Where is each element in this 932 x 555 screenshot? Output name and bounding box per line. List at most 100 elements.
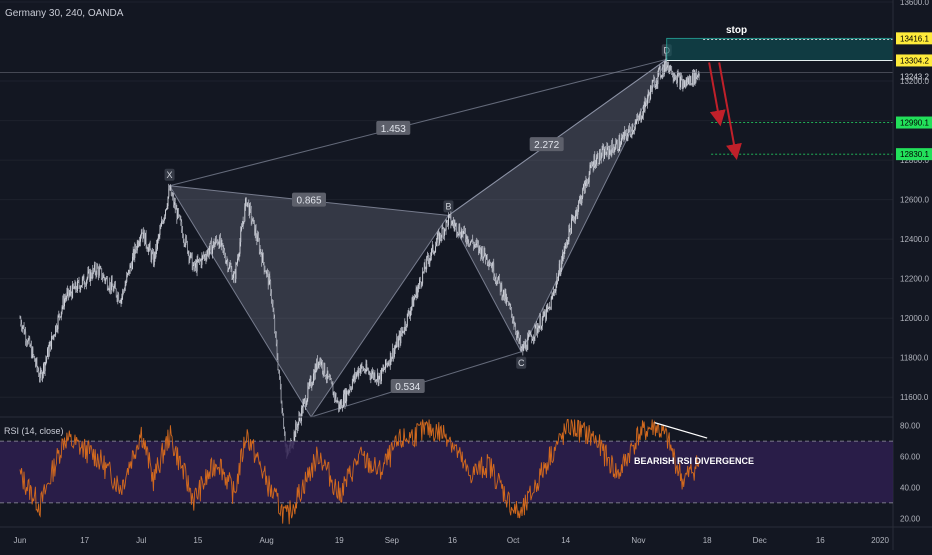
candle: [239, 238, 241, 257]
candle: [376, 368, 378, 383]
candle: [419, 277, 420, 290]
candle: [105, 277, 107, 285]
candle: [434, 251, 436, 256]
candle: [521, 343, 523, 351]
price-tick-label: 13200.0: [900, 77, 929, 86]
time-axis[interactable]: Jun 17 Jul 15 Aug 19 Sep 16 Oct 14 Nov 18 Dec 16 2020: [14, 536, 890, 545]
candle: [297, 421, 299, 431]
candle: [642, 104, 644, 120]
candle: [338, 401, 340, 412]
candle: [355, 371, 357, 383]
candle: [465, 234, 467, 247]
candle: [327, 370, 329, 380]
candle: [70, 285, 72, 297]
candle: [208, 245, 210, 260]
candle: [569, 223, 571, 233]
candle: [359, 364, 361, 377]
candle: [632, 123, 634, 135]
svg-text:12990.1: 12990.1: [900, 119, 929, 128]
candle: [358, 366, 360, 380]
candle: [42, 371, 44, 383]
candle: [638, 115, 639, 124]
time-tick-label: Nov: [631, 536, 645, 545]
candle: [676, 70, 678, 88]
candle: [383, 364, 385, 372]
candle: [233, 271, 235, 275]
candle: [366, 360, 368, 372]
candle: [522, 344, 524, 356]
candle: [172, 192, 174, 201]
candle: [73, 283, 74, 289]
price-tick-label: 11600.0: [900, 393, 929, 402]
candle: [224, 252, 226, 264]
candle: [330, 374, 331, 380]
candle: [22, 325, 23, 333]
candle: [381, 367, 382, 385]
candle: [229, 260, 231, 268]
candle: [197, 254, 199, 263]
candle: [600, 152, 602, 164]
candle: [636, 114, 638, 125]
candle: [651, 79, 653, 95]
candle: [574, 216, 576, 224]
candle: [19, 315, 21, 319]
candle: [116, 294, 118, 303]
candle: [487, 261, 489, 267]
candle: [528, 330, 530, 338]
candle: [565, 242, 567, 249]
candle: [416, 286, 418, 299]
candle: [225, 260, 227, 265]
candle: [525, 340, 527, 352]
candle: [159, 224, 161, 239]
candle: [557, 276, 559, 285]
candle: [236, 262, 238, 265]
candle: [389, 351, 391, 370]
candle: [300, 405, 302, 426]
candle: [508, 301, 510, 306]
candle: [500, 283, 502, 292]
candle: [213, 238, 215, 250]
candle: [122, 288, 124, 300]
candle: [94, 261, 96, 276]
candle: [401, 326, 403, 337]
candle: [190, 252, 192, 259]
candle: [80, 285, 82, 293]
rsi-line: [19, 419, 700, 525]
candle: [462, 230, 464, 239]
candle: [588, 171, 590, 188]
candle: [46, 356, 48, 364]
candle: [241, 223, 243, 232]
candle: [452, 219, 454, 227]
candle: [493, 258, 495, 281]
candle: [516, 330, 518, 342]
candle: [431, 240, 433, 253]
candle: [486, 253, 488, 267]
candle: [409, 310, 411, 319]
candle: [256, 233, 258, 246]
price-axis[interactable]: 11600.0 11800.0 12000.0 12200.0 12400.0 12600…: [896, 0, 932, 402]
rsi-axis[interactable]: 20.00 40.00 60.00 80.00: [900, 422, 921, 524]
candle: [608, 145, 610, 160]
candle: [516, 330, 517, 341]
candle: [374, 370, 376, 383]
candle: [510, 303, 512, 311]
candle: [47, 344, 49, 360]
candle: [368, 367, 369, 375]
candle: [194, 260, 196, 272]
candle: [195, 259, 196, 272]
candle: [488, 259, 490, 271]
candle: [660, 74, 662, 78]
candle: [272, 299, 274, 313]
candle: [622, 131, 624, 140]
candle: [36, 357, 38, 373]
candle: [132, 246, 134, 262]
candle: [255, 224, 257, 241]
candle: [89, 268, 91, 286]
candle: [84, 280, 86, 290]
candle: [553, 286, 555, 297]
candle: [261, 251, 263, 267]
svg-text:B: B: [445, 201, 451, 211]
